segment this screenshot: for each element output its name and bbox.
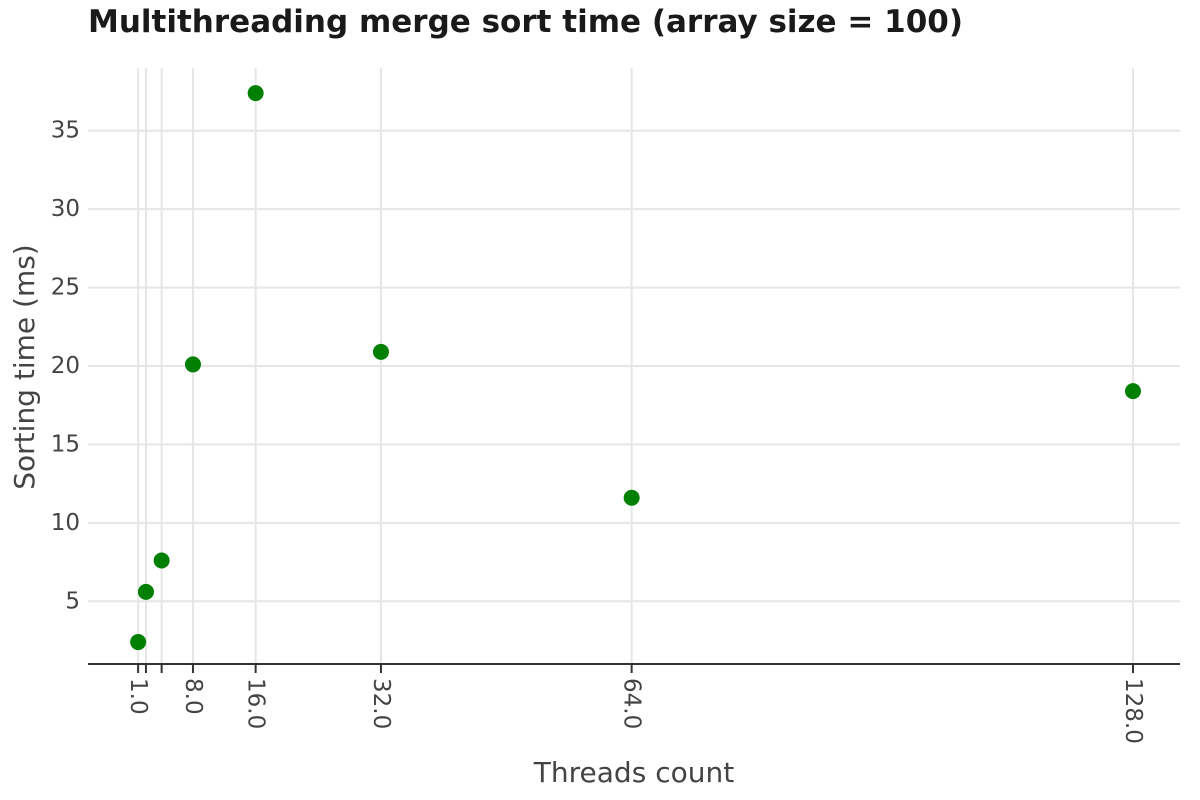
y-axis-label: Sorting time (ms) [8, 244, 41, 489]
gridlines [88, 68, 1180, 664]
x-tick-label: 128.0 [1120, 678, 1146, 744]
data-point [372, 343, 389, 360]
y-tick-label: 30 [51, 196, 80, 222]
x-tick-label: 8.0 [180, 678, 206, 715]
data-point [184, 356, 201, 373]
x-axis-ticks: 1.0 8.0 16.0 32.0 64.0 128.0 [125, 664, 1146, 744]
y-tick-label: 25 [51, 275, 80, 301]
y-tick-label: 15 [51, 431, 80, 457]
data-points [130, 85, 1141, 651]
data-point [1124, 383, 1141, 400]
y-tick-label: 10 [51, 510, 80, 536]
data-point [247, 85, 264, 102]
data-point [153, 552, 170, 569]
y-tick-label: 5 [65, 588, 80, 614]
data-point [137, 583, 154, 600]
chart-title: Multithreading merge sort time (array si… [88, 4, 963, 40]
y-axis-ticks: 5 10 15 20 25 30 35 [51, 118, 80, 615]
data-point [130, 634, 147, 651]
y-tick-label: 20 [51, 353, 80, 379]
x-axis-label: Threads count [533, 756, 734, 789]
y-tick-label: 35 [51, 118, 80, 144]
x-tick-label: 16.0 [243, 678, 269, 729]
x-tick-label: 1.0 [125, 678, 151, 715]
data-point [623, 489, 640, 506]
x-tick-label: 32.0 [368, 678, 394, 729]
x-tick-label: 64.0 [619, 678, 645, 729]
